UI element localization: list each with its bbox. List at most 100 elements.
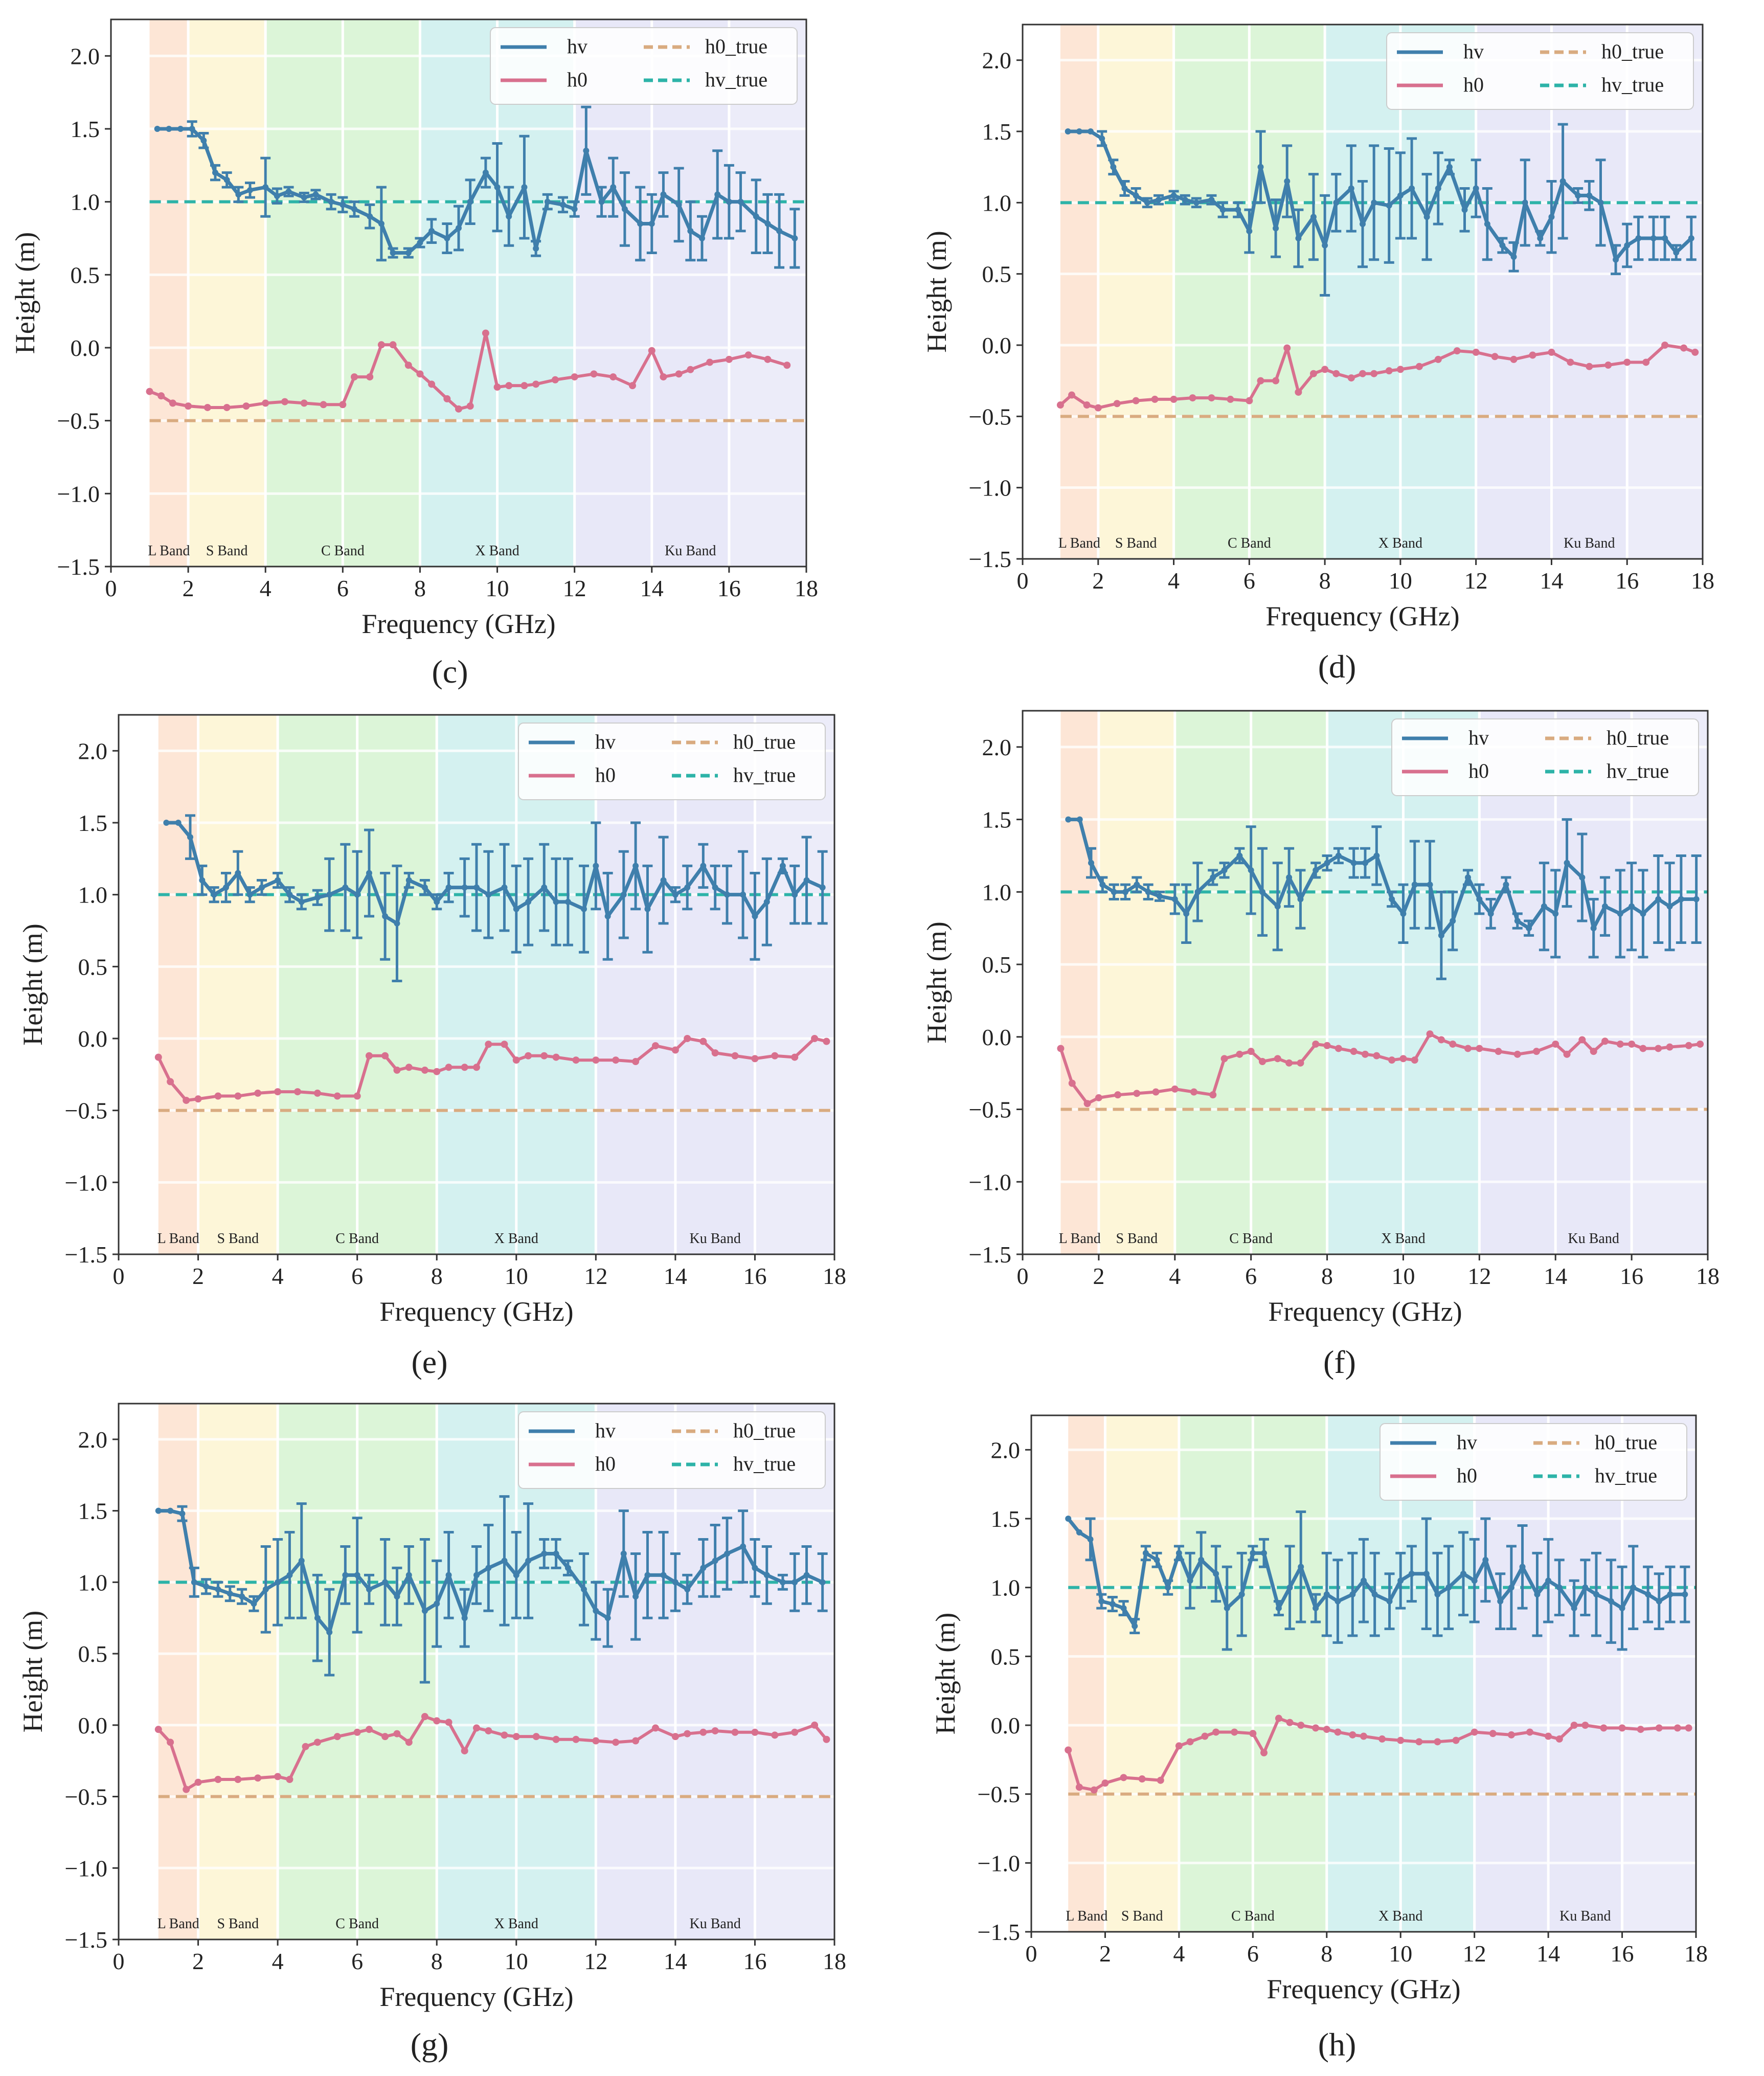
h0-point: [552, 1053, 560, 1061]
h0-point: [1510, 355, 1518, 363]
legend-label: h0: [595, 763, 616, 786]
y-tick-label: −0.5: [969, 403, 1011, 430]
x-tick-label: 6: [1247, 1940, 1259, 1967]
x-tick-label: 18: [1696, 1263, 1720, 1289]
hv-point: [1397, 1577, 1404, 1584]
hv-point: [434, 898, 440, 905]
hv-point: [598, 198, 605, 205]
band-label: X Band: [1378, 1908, 1422, 1924]
h0-point: [194, 1095, 202, 1103]
h0-point: [1272, 377, 1280, 385]
h0-point: [671, 1733, 679, 1741]
h0-point: [404, 362, 412, 369]
y-tick-label: 1.0: [78, 882, 108, 908]
hv-point: [473, 884, 480, 891]
band-region: [188, 19, 266, 567]
hv-point: [1221, 867, 1228, 873]
h0-point: [1567, 358, 1574, 366]
h0-point: [501, 1041, 508, 1048]
h0-point: [1274, 1055, 1281, 1063]
hv-point: [1602, 903, 1608, 910]
hv-point: [1666, 903, 1673, 910]
h0-point: [485, 1727, 492, 1734]
x-tick-label: 6: [337, 575, 349, 601]
h0-point: [1157, 1776, 1164, 1784]
hv-point: [1284, 178, 1291, 185]
hv-point: [1559, 178, 1566, 185]
hv-point: [1183, 910, 1190, 917]
hv-point: [1537, 235, 1544, 241]
hv-point: [1461, 207, 1468, 213]
hv-point: [394, 1593, 400, 1600]
h0-point: [428, 380, 436, 388]
hv-point: [177, 126, 184, 132]
hv-point: [1099, 882, 1106, 888]
hv-point: [660, 191, 667, 198]
panel-label: (g): [411, 2026, 449, 2063]
hv-point: [1579, 874, 1586, 881]
h0-point: [405, 1064, 413, 1071]
h0-point: [512, 1056, 520, 1064]
h0-point: [1189, 394, 1196, 402]
h0-point: [286, 1775, 293, 1783]
legend-label: hv: [1468, 726, 1489, 749]
band-label: S Band: [217, 1231, 259, 1247]
hv-point: [1409, 185, 1415, 192]
h0-point: [254, 1089, 262, 1097]
hv-point: [286, 1572, 293, 1578]
h0-point: [540, 1052, 548, 1059]
h0-point: [1563, 1050, 1571, 1058]
x-tick-label: 16: [1620, 1263, 1643, 1289]
x-tick-label: 18: [1684, 1940, 1708, 1967]
band-label: S Band: [217, 1916, 259, 1932]
panel-label: (d): [1318, 648, 1356, 685]
h0-point: [405, 1739, 413, 1746]
hv-point: [235, 870, 241, 876]
hv-point: [1499, 242, 1506, 249]
hv-point: [660, 877, 667, 884]
x-tick-label: 8: [414, 575, 426, 601]
h0-point: [433, 1717, 441, 1725]
hv-point: [1423, 1570, 1430, 1577]
hv-point: [1693, 896, 1700, 902]
h0-point: [699, 1037, 707, 1045]
x-tick-label: 16: [743, 1948, 766, 1974]
h0-point: [1691, 348, 1699, 356]
hv-point: [1274, 903, 1281, 910]
h0-point: [791, 1728, 799, 1736]
hv-point: [314, 1615, 321, 1621]
band-region: [158, 715, 198, 1254]
panel-e: L Band S Band C Band X Band Ku Band 0 2 4 6 8 10 12…: [17, 714, 846, 1380]
hv-point: [342, 884, 349, 891]
h0-point: [609, 373, 617, 381]
hv-point: [1324, 860, 1330, 866]
x-tick-label: 16: [743, 1263, 766, 1289]
plot-frame: [1022, 24, 1704, 560]
h0-point: [461, 1064, 468, 1071]
y-tick-label: 2.0: [982, 734, 1012, 760]
hv-point: [461, 1615, 468, 1621]
h0-point: [1334, 1728, 1342, 1736]
hv-point: [1678, 896, 1684, 902]
legend-label: h0_true: [1601, 40, 1664, 63]
hv-point: [434, 1600, 440, 1607]
hv-point: [340, 201, 346, 208]
hv-point: [1098, 1598, 1105, 1605]
h0-point: [590, 370, 598, 378]
h0-point: [366, 1052, 373, 1059]
hv-point: [724, 891, 730, 898]
hv-point: [740, 1543, 747, 1550]
hv-point: [367, 213, 373, 220]
h0-point: [381, 1733, 389, 1741]
band-region: [1060, 711, 1099, 1254]
h0-point: [1411, 1056, 1418, 1064]
y-tick-label: 2.0: [991, 1437, 1021, 1463]
h0-point: [521, 382, 528, 390]
panel-d: L Band S Band C Band X Band Ku Band 0 2 4 6 8 10 12…: [921, 24, 1714, 685]
y-tick-label: −1.5: [978, 1919, 1020, 1945]
hv-point: [753, 213, 759, 220]
hv-point: [620, 1550, 627, 1557]
h0-point: [1397, 1736, 1405, 1744]
h0-point: [1637, 1726, 1644, 1733]
h0-point: [731, 1728, 739, 1736]
